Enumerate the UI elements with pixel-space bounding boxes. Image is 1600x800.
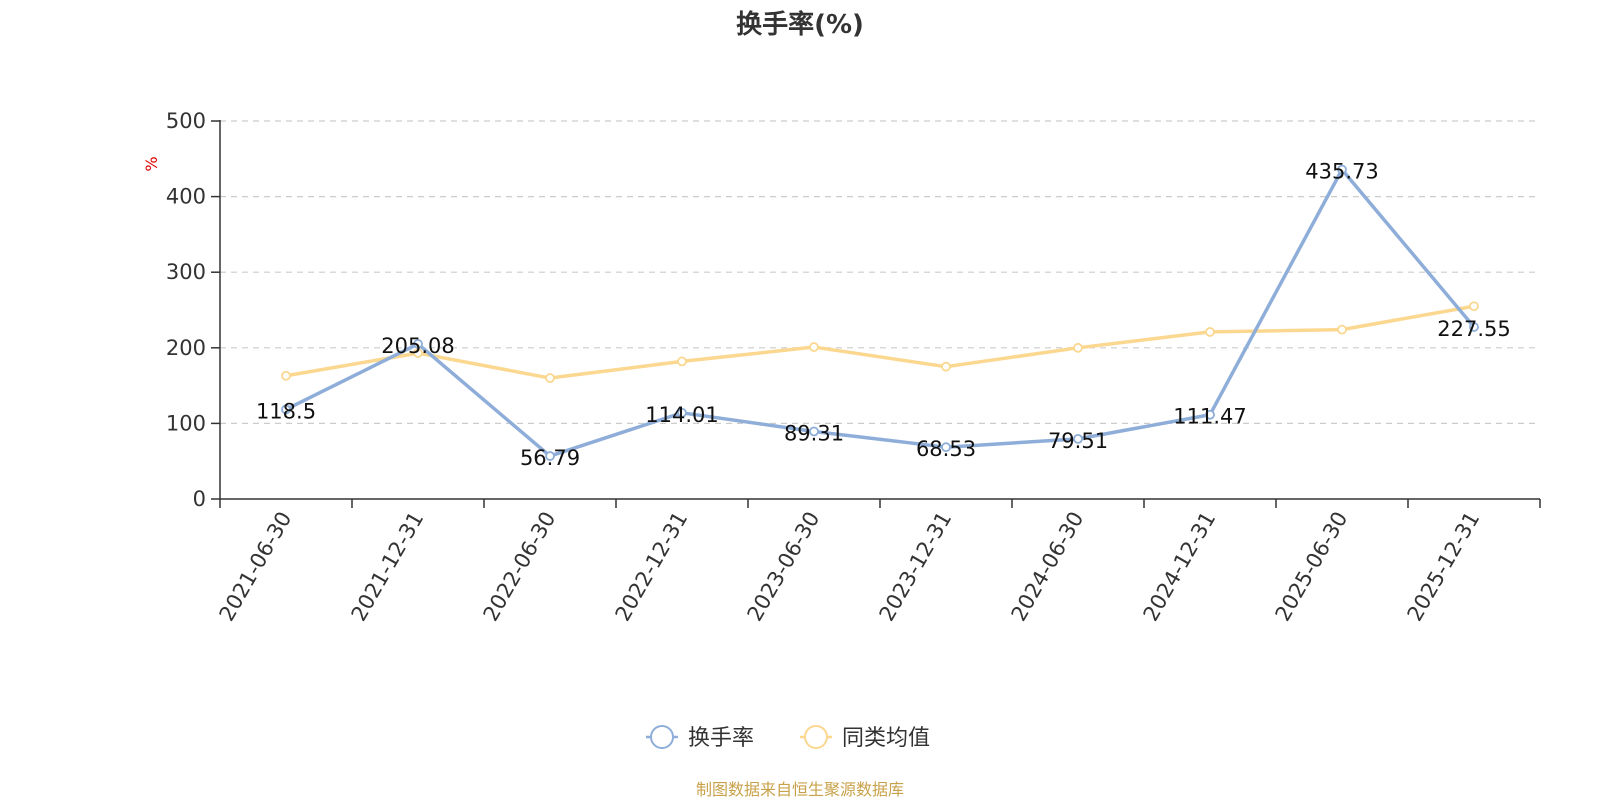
data-labels: 118.5 205.08 56.79 114.01 89.31 68.53 79.51 111…: [256, 160, 1511, 470]
x-tick-label-2021-12-31: 2021-12-31: [347, 508, 429, 626]
x-tick-label-2021-06-30: 2021-06-30: [215, 508, 297, 626]
peer-average-point-2024-12-31[interactable]: [1205, 327, 1215, 337]
y-tick-label-300: 300: [166, 260, 206, 284]
data-label-2022-12-31: 114.01: [645, 403, 718, 427]
y-tick-label-200: 200: [166, 336, 206, 360]
turnover-point-2022-06-30[interactable]: [545, 451, 555, 461]
legend-item-peer-average-label: 同类均值: [842, 726, 930, 751]
legend-item-turnover[interactable]: 换手率: [646, 725, 754, 751]
data-label-2025-06-30: 435.73: [1305, 160, 1378, 184]
y-tick-label-400: 400: [166, 185, 206, 209]
data-label-2021-12-31: 205.08: [381, 334, 454, 358]
turnover-point-2023-06-30[interactable]: [809, 426, 819, 437]
x-tick-label-2025-12-31: 2025-12-31: [1403, 508, 1485, 626]
data-label-2021-06-30: 118.5: [256, 399, 316, 423]
data-label-2024-06-30: 79.51: [1048, 429, 1108, 453]
legend-item-turnover-label: 换手率: [688, 726, 754, 751]
peer-average-point-2022-06-30[interactable]: [545, 373, 555, 383]
peer-average-point-2025-12-31[interactable]: [1469, 301, 1479, 312]
peer-average-point-2021-12-31[interactable]: [413, 348, 423, 358]
turnover-point-2021-06-30[interactable]: [281, 404, 291, 415]
x-tick-label-2022-06-30: 2022-06-30: [479, 508, 561, 626]
series-line-turnover: [285, 167, 1476, 458]
x-tick-label-2024-12-31: 2024-12-31: [1139, 508, 1221, 626]
x-tick-label-2025-06-30: 2025-06-30: [1271, 508, 1353, 626]
x-tick-label-2023-06-30: 2023-06-30: [743, 508, 825, 626]
series-line-peer-average: [285, 304, 1475, 380]
turnover-point-2021-12-31[interactable]: [413, 339, 423, 349]
legend[interactable]: 换手率 同类均值: [646, 725, 930, 751]
peer-average-point-2023-06-30[interactable]: [809, 342, 819, 352]
y-axis-unit-label: %: [142, 156, 161, 171]
peer-average-point-2022-12-31[interactable]: [677, 356, 687, 367]
data-label-2025-12-31: 227.55: [1437, 317, 1510, 341]
legend-item-peer-average[interactable]: 同类均值: [800, 725, 930, 751]
y-tick-label-100: 100: [166, 411, 206, 435]
turnover-point-2022-12-31[interactable]: [677, 407, 687, 418]
peer-average-point-2023-12-31[interactable]: [941, 361, 951, 372]
turnover-point-2024-06-30[interactable]: [1073, 433, 1083, 444]
turnover-point-2024-12-31[interactable]: [1205, 409, 1215, 420]
x-tick-label-2024-06-30: 2024-06-30: [1007, 508, 1089, 626]
y-tick-label-500: 500: [166, 109, 206, 133]
legend-item-peer-average-circle-icon: [804, 725, 828, 749]
grid-lines: [220, 120, 1540, 424]
data-label-2024-12-31: 111.47: [1173, 405, 1246, 429]
series-group: [281, 164, 1479, 461]
turnover-point-2025-06-30[interactable]: [1337, 164, 1347, 175]
peer-average-point-2021-06-30[interactable]: [281, 370, 291, 381]
peer-average-point-2024-06-30[interactable]: [1073, 342, 1083, 353]
legend-item-turnover-circle-icon: [650, 725, 674, 749]
x-tick-label-2023-12-31: 2023-12-31: [875, 508, 957, 626]
source-note: 制图数据来自恒生聚源数据库: [696, 780, 904, 799]
y-tick-label-0: 0: [193, 487, 206, 511]
peer-average-point-2025-06-30[interactable]: [1337, 324, 1347, 335]
turnover-point-2023-12-31[interactable]: [941, 442, 951, 453]
chart-title: 换手率(%): [736, 9, 864, 40]
turnover-point-2025-12-31[interactable]: [1469, 322, 1479, 332]
data-label-2023-12-31: 68.53: [916, 437, 976, 461]
data-label-2023-06-30: 89.31: [784, 421, 844, 445]
x-tick-label-2022-12-31: 2022-12-31: [611, 508, 693, 626]
data-label-2022-06-30: 56.79: [520, 446, 580, 470]
